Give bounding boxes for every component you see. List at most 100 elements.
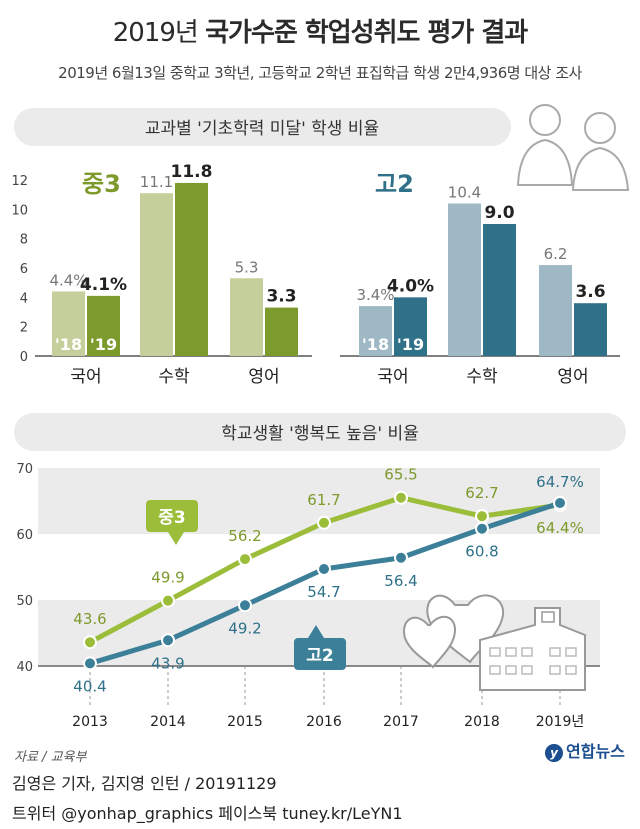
high-data-point [161,633,175,648]
mid-bar-y18 [230,278,263,356]
mid-data-point [161,593,175,608]
middle-school-label: 중3 [82,170,121,198]
mid-data-point [317,515,331,530]
mid-point-label: 43.6 [73,610,106,628]
high-point-label: 54.7 [307,583,340,601]
high-data-point [475,521,489,536]
high-year-label: '18 [362,335,389,354]
students-illustration [516,104,630,191]
high-point-label: 60.8 [465,543,498,561]
hearts-school-illustration [403,594,586,691]
high-bar-value-label: 6.2 [544,245,568,263]
student-head-1 [529,104,561,136]
high-category-label: 국어 [377,367,408,387]
mid-category-label: 영어 [248,367,279,387]
high-point-label: 49.2 [228,619,261,637]
line-x-tick-label: 2018 [464,714,500,730]
page-subtitle: 2019년 6월13일 중학교 3학년, 고등학교 2학년 표집학급 학생 2만… [58,64,582,82]
high-series-badge-label: 고2 [306,646,333,666]
high-data-point [238,598,252,613]
mid-bar-value-label: 5.3 [235,258,259,276]
yonhap-logo: y 연합뉴스 [545,738,625,762]
high-bar-y19 [574,303,607,356]
high-point-label: 43.9 [151,654,184,672]
high-data-point [83,656,97,671]
mid-point-label: 56.2 [228,527,261,545]
bar-title-banner [14,108,511,146]
line-title-banner [14,413,626,451]
high-category-label: 수학 [466,367,498,387]
line-x-tick-label: 2017 [383,714,419,730]
bar-y-tick-label: 0 [20,350,28,365]
line-x-tick-label: 2013 [72,714,108,730]
mid-point-label: 61.7 [307,491,340,509]
high-bar-value-label: 4.0% [387,276,434,296]
high-school-label: 고2 [375,170,414,198]
high-series-badge [294,638,346,670]
mid-bar-value-label: 11.8 [171,162,213,182]
high-point-label: 40.4 [73,677,106,695]
mid-bar-y18 [140,193,173,356]
mid-category-label: 국어 [70,367,101,387]
mid-data-point [83,635,97,650]
high-bar-y18 [539,265,572,356]
mid-data-point [238,552,252,567]
student-body-1 [516,138,574,186]
high-data-point [394,550,408,565]
mid-point-label: 65.5 [384,466,417,484]
bar-y-tick-label: 8 [20,233,28,248]
high-school-bars: 3.4% '18 4.0% '19 국어 10.49.0 수학 6.2 3.6 영어 [340,183,620,387]
bar-y-tick-label: 12 [11,174,28,189]
high-bar-value-label: 9.0 [484,203,514,223]
high-point-label: 64.7% [536,473,584,491]
middle-school-bars: 4.4% '18 4.1% '19 국어 11.111.8 수학 5.3 3.3 영어 [35,162,312,387]
mid-bar-value-label: 3.3 [266,287,296,307]
chart-canvas: 교과별 '기초학력 미달' 학생 비율 학교생활 '행복도 높음' 비율 중3 … [11,104,630,730]
line-section-banner: 학교생활 '행복도 높음' 비율 [14,413,626,451]
mid-bar-y19 [87,295,120,356]
line-y-tick-label: 60 [16,528,33,543]
title-main: 국가수준 학업성취도 평가 결과 [205,18,528,48]
mid-point-label: 64.4% [536,519,584,537]
credit-social: 트위터 @yonhap_graphics 페이스북 tuney.kr/LeYN1 [12,804,403,823]
line-x-tick-label: 2019년 [536,714,585,730]
line-y-tick-label: 40 [16,660,33,675]
student-head-2 [584,112,616,144]
high-bar-y19 [394,297,427,356]
high-series-badge-pointer [308,625,324,638]
high-bar-value-label: 3.4% [356,286,394,304]
high-data-point [553,495,567,510]
line-y-tick-label: 50 [16,594,33,609]
bar-y-tick-label: 6 [20,262,28,277]
bar-y-tick-label: 10 [11,203,28,218]
bar-section-banner: 교과별 '기초학력 미달' 학생 비율 [14,108,511,146]
mid-series-badge [146,500,198,532]
credit-reporter: 김영은 기자, 김지영 인턴 / 20191129 [12,774,277,793]
high-data-point [317,561,331,576]
mid-point-label: 49.9 [151,569,184,587]
heart-small-icon [403,615,457,669]
high-point-label: 56.4 [384,572,417,590]
line-x-tick-label: 2015 [227,714,263,730]
mid-bar-y19 [265,307,298,356]
bar-chart-title: 교과별 '기초학력 미달' 학생 비율 [145,119,379,139]
line-chart: 43.6 49.9 56.2 61.7 65.5 62.7 64.4% 40.4 43.9 49.… [73,466,584,696]
mid-year-label: '19 [90,335,117,354]
line-x-tick-label: 2016 [306,714,342,730]
line-x-tick-label: 2014 [150,714,186,730]
bar-y-axis: 0 2 4 6 8 10 12 [11,174,28,365]
high-bar-y18 [359,306,392,356]
mid-bar-y19 [175,182,208,356]
high-bar-value-label: 3.6 [575,282,605,302]
school-windows [489,647,577,675]
high-bar-y19 [483,224,516,356]
mid-bar-value-label: 11.1 [140,173,173,191]
mid-year-label: '18 [55,335,82,354]
line-chart-title: 학교생활 '행복도 높음' 비율 [221,424,419,444]
mid-point-label: 62.7 [465,484,498,502]
source-note: 자료 / 교육부 [14,750,87,765]
logo-text: 연합뉴스 [566,742,625,761]
high-bar-y18 [448,203,481,356]
bar-y-tick-label: 2 [20,321,28,336]
